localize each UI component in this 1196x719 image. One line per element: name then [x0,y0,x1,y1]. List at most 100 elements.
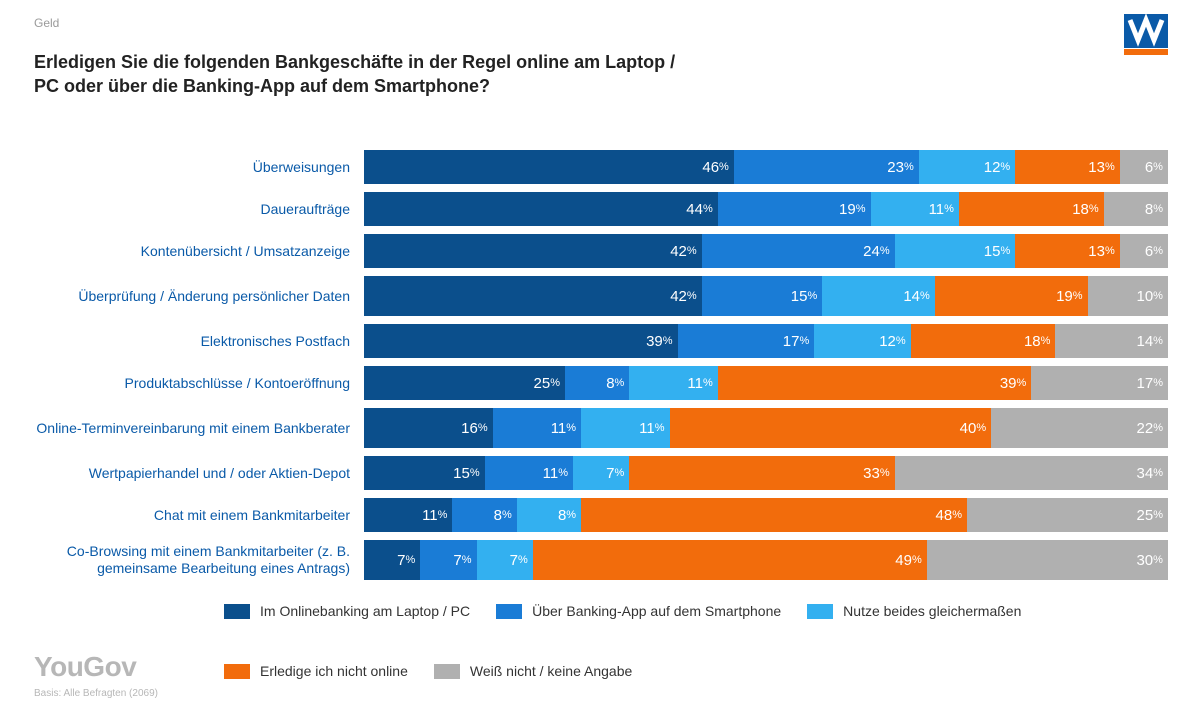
stacked-bar-chart: Überweisungen46%23%12%13%6%Daueraufträge… [34,150,1168,588]
bar-segment: 12% [919,150,1015,184]
row-label: Online-Terminvereinbarung mit einem Bank… [34,420,364,437]
bar-segment: 39% [364,324,678,358]
bar-segment: 42% [364,234,702,268]
legend-swatch [434,664,460,679]
bar-segment: 18% [911,324,1056,358]
legend-item: Nutze beides gleichermaßen [807,603,1021,619]
legend-label: Im Onlinebanking am Laptop / PC [260,603,470,619]
bar-segment: 13% [1015,150,1120,184]
stacked-bar: 39%17%12%18%14% [364,324,1168,358]
brand-logo [1124,14,1168,63]
row-label: Produktabschlüsse / Kontoeröffnung [34,375,364,392]
bar-segment: 25% [967,498,1168,532]
bar-segment: 6% [1120,150,1168,184]
bar-segment: 12% [814,324,910,358]
chart-row: Co-Browsing mit einem Bankmitarbeiter (z… [34,540,1168,580]
stacked-bar: 7%7%7%49%30% [364,540,1168,580]
source-logo: YouGov [34,651,136,683]
bar-segment: 14% [1055,324,1168,358]
bar-segment: 18% [959,192,1104,226]
chart-row: Überprüfung / Änderung persönlicher Date… [34,276,1168,316]
bar-segment: 19% [935,276,1088,316]
chart-row: Daueraufträge44%19%11%18%8% [34,192,1168,226]
bar-segment: 46% [364,150,734,184]
bar-segment: 8% [1104,192,1168,226]
stacked-bar: 11%8%8%48%25% [364,498,1168,532]
bar-segment: 34% [895,456,1168,490]
row-label: Überprüfung / Änderung persönlicher Date… [34,288,364,305]
bar-segment: 11% [364,498,452,532]
legend-item: Weiß nicht / keine Angabe [434,663,632,679]
bar-segment: 11% [871,192,959,226]
title-line-1: Erledigen Sie die folgenden Bankgeschäft… [34,52,675,72]
legend-label: Nutze beides gleichermaßen [843,603,1021,619]
bar-segment: 11% [581,408,669,448]
stacked-bar: 46%23%12%13%6% [364,150,1168,184]
bar-segment: 8% [565,366,629,400]
stacked-bar: 16%11%11%40%22% [364,408,1168,448]
bar-segment: 42% [364,276,702,316]
chart-row: Chat mit einem Bankmitarbeiter11%8%8%48%… [34,498,1168,532]
chart-row: Produktabschlüsse / Kontoeröffnung25%8%1… [34,366,1168,400]
chart-title: Erledigen Sie die folgenden Bankgeschäft… [34,50,675,99]
bar-segment: 11% [629,366,717,400]
legend-label: Über Banking-App auf dem Smartphone [532,603,781,619]
bar-segment: 40% [670,408,992,448]
bar-segment: 8% [517,498,581,532]
legend-swatch [224,664,250,679]
chart-row: Kontenübersicht / Umsatzanzeige42%24%15%… [34,234,1168,268]
bar-segment: 8% [452,498,516,532]
row-label: Daueraufträge [34,201,364,218]
stacked-bar: 15%11%7%33%34% [364,456,1168,490]
chart-row: Online-Terminvereinbarung mit einem Bank… [34,408,1168,448]
bar-segment: 7% [420,540,476,580]
chart-legend: Im Onlinebanking am Laptop / PC Über Bank… [224,603,1124,679]
legend-swatch [496,604,522,619]
bar-segment: 48% [581,498,967,532]
bar-segment: 49% [533,540,927,580]
bar-segment: 13% [1015,234,1120,268]
bar-segment: 15% [702,276,823,316]
bar-segment: 16% [364,408,493,448]
bar-segment: 44% [364,192,718,226]
topic-label: Geld [34,16,59,30]
legend-item: Über Banking-App auf dem Smartphone [496,603,781,619]
title-line-2: PC oder über die Banking-App auf dem Sma… [34,76,490,96]
stacked-bar: 25%8%11%39%17% [364,366,1168,400]
legend-swatch [224,604,250,619]
bar-segment: 10% [1088,276,1168,316]
legend-swatch [807,604,833,619]
bar-segment: 14% [822,276,935,316]
chart-row: Überweisungen46%23%12%13%6% [34,150,1168,184]
stacked-bar: 42%15%14%19%10% [364,276,1168,316]
bar-segment: 33% [629,456,894,490]
legend-label: Weiß nicht / keine Angabe [470,663,632,679]
bar-segment: 6% [1120,234,1168,268]
chart-row: Wertpapierhandel und / oder Aktien-Depot… [34,456,1168,490]
row-label: Chat mit einem Bankmitarbeiter [34,507,364,524]
row-label: Co-Browsing mit einem Bankmitarbeiter (z… [34,543,364,577]
bar-segment: 17% [1031,366,1168,400]
legend-item: Im Onlinebanking am Laptop / PC [224,603,470,619]
bar-segment: 39% [718,366,1032,400]
stacked-bar: 44%19%11%18%8% [364,192,1168,226]
bar-segment: 7% [364,540,420,580]
bar-segment: 22% [991,408,1168,448]
bar-segment: 7% [573,456,629,490]
bar-segment: 7% [477,540,533,580]
bar-segment: 11% [493,408,581,448]
bar-segment: 11% [485,456,573,490]
bar-segment: 19% [718,192,871,226]
legend-item: Erledige ich nicht online [224,663,408,679]
bar-segment: 23% [734,150,919,184]
row-label: Wertpapierhandel und / oder Aktien-Depot [34,465,364,482]
stacked-bar: 42%24%15%13%6% [364,234,1168,268]
bar-segment: 15% [895,234,1016,268]
legend-label: Erledige ich nicht online [260,663,408,679]
bar-segment: 24% [702,234,895,268]
row-label: Elektronisches Postfach [34,333,364,350]
chart-row: Elektronisches Postfach39%17%12%18%14% [34,324,1168,358]
basis-note: Basis: Alle Befragten (2069) [34,688,158,699]
bar-segment: 30% [927,540,1168,580]
row-label: Kontenübersicht / Umsatzanzeige [34,243,364,260]
